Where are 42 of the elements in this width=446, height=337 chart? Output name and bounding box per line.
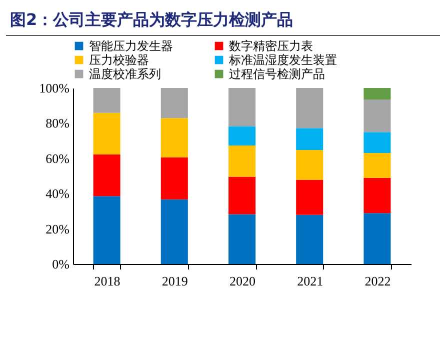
bar: [296, 214, 324, 264]
y-tick-label: 0%: [52, 256, 70, 272]
x-tick-label: 2022: [364, 274, 391, 288]
legend-label: 智能压力发生器: [89, 39, 173, 53]
x-tick-label: 2020: [230, 274, 256, 288]
bar: [296, 128, 324, 150]
bar: [364, 178, 391, 214]
bar: [228, 214, 256, 264]
bar: [93, 196, 120, 264]
bar: [296, 150, 324, 180]
bar: [364, 213, 391, 264]
legend-label: 压力校验器: [89, 53, 149, 67]
bar: [296, 88, 324, 128]
bar: [364, 99, 391, 132]
bar: [160, 199, 188, 264]
legend-label: 数字精密压力表: [229, 39, 313, 53]
y-tick-label: 100%: [39, 80, 70, 96]
x-tick-label: 2018: [94, 274, 120, 288]
bar: [160, 88, 188, 118]
bar: [93, 154, 120, 196]
legend-label: 温度校准系列: [89, 67, 161, 81]
bar: [93, 88, 120, 113]
y-tick-label: 60%: [46, 150, 70, 166]
y-tick-label: 40%: [46, 186, 70, 202]
chart-title: 图2：公司主要产品为数字压力检测产品: [6, 10, 440, 36]
bar: [160, 158, 188, 200]
x-tick-label: 2021: [297, 274, 324, 288]
y-tick-label: 20%: [46, 221, 70, 236]
bar: [228, 88, 256, 126]
bar: [160, 118, 188, 158]
bar: [228, 176, 256, 214]
bar: [364, 88, 391, 100]
legend-label: 过程信号检测产品: [229, 67, 325, 81]
x-tick-label: 2019: [162, 274, 188, 288]
y-tick-label: 80%: [46, 116, 70, 131]
bar: [364, 152, 391, 178]
bar: [228, 146, 256, 177]
legend-label: 标准温湿度发生装置: [228, 53, 337, 67]
bar: [93, 112, 120, 155]
bar: [228, 126, 256, 146]
bar: [296, 180, 324, 215]
bar: [364, 132, 391, 153]
